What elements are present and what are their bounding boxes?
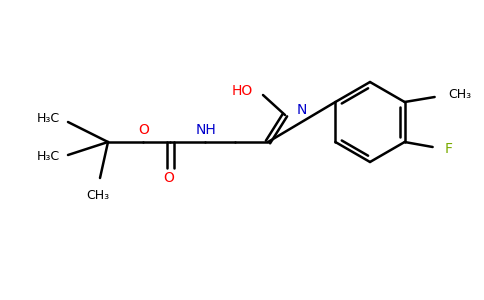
Text: H₃C: H₃C (37, 149, 60, 163)
Text: NH: NH (196, 123, 216, 137)
Text: H₃C: H₃C (37, 112, 60, 125)
Text: HO: HO (232, 84, 253, 98)
Text: O: O (138, 123, 150, 137)
Text: N: N (297, 103, 307, 117)
Text: F: F (445, 142, 453, 156)
Text: CH₃: CH₃ (87, 189, 109, 202)
Text: O: O (164, 171, 174, 185)
Text: CH₃: CH₃ (449, 88, 472, 101)
